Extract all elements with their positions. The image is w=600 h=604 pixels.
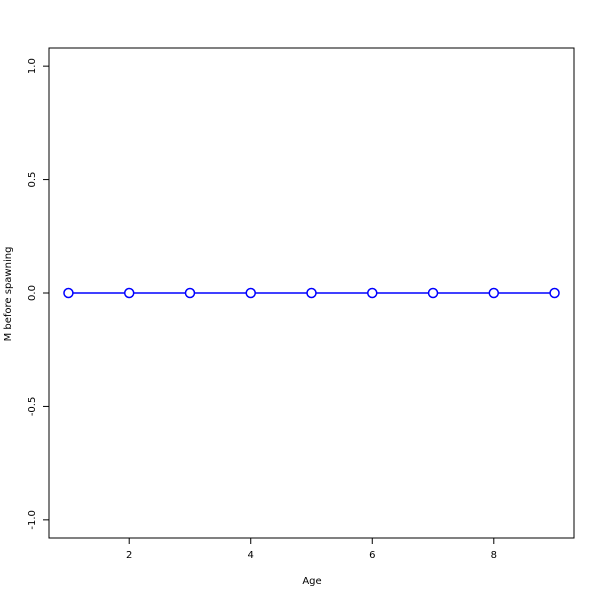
x-tick-label: 6: [369, 550, 375, 561]
x-tick-label: 4: [248, 550, 254, 561]
data-point: [427, 287, 439, 299]
data-point: [549, 287, 560, 299]
y-axis: -1.0 -0.5 0.0 0.5 1.0: [27, 58, 49, 530]
y-tick-label: -0.5: [27, 397, 38, 417]
data-point: [367, 287, 378, 299]
data-point: [306, 287, 317, 299]
x-axis-label: Age: [302, 576, 321, 587]
y-tick-label: 0.5: [27, 172, 38, 188]
x-tick-label: 8: [491, 550, 497, 561]
data-point: [123, 287, 135, 299]
data-point: [63, 287, 74, 299]
data-point: [184, 287, 196, 299]
data-point: [488, 287, 500, 299]
series: [63, 287, 560, 299]
y-tick-label: 0.0: [27, 285, 38, 301]
y-tick-label: 1.0: [27, 58, 38, 74]
y-tick-label: -1.0: [27, 510, 38, 530]
x-tick-label: 2: [126, 550, 132, 561]
x-axis: 2 4 6 8: [126, 538, 497, 561]
y-axis-label: M before spawning: [3, 247, 14, 342]
data-point: [245, 287, 256, 299]
